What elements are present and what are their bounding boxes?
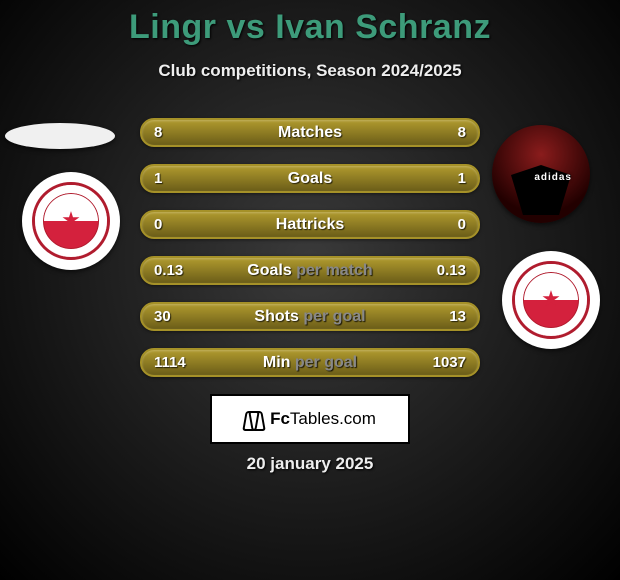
stat-row-goals-per-match: 0.13 Goals per match 0.13 xyxy=(140,256,480,285)
stat-left-value: 8 xyxy=(154,124,190,141)
slavia-praha-crest-icon: ★ xyxy=(512,261,590,339)
vs-text: vs xyxy=(226,8,265,46)
stat-right-value: 1 xyxy=(430,170,466,187)
stat-row-shots-per-goal: 30 Shots per goal 13 xyxy=(140,302,480,331)
stat-label: Shots per goal xyxy=(254,308,365,326)
stat-right-value: 13 xyxy=(430,308,466,325)
kit-brand-label: adidas xyxy=(534,172,572,183)
stat-row-hattricks: 0 Hattricks 0 xyxy=(140,210,480,239)
player1-club-badge: ★ xyxy=(22,172,120,270)
stats-table: 8 Matches 8 1 Goals 1 0 Hattricks 0 0.13… xyxy=(140,118,480,394)
fctables-logo-icon xyxy=(244,409,264,429)
stat-row-matches: 8 Matches 8 xyxy=(140,118,480,147)
stat-left-value: 0 xyxy=(154,216,190,233)
stat-right-value: 8 xyxy=(430,124,466,141)
stat-row-goals: 1 Goals 1 xyxy=(140,164,480,193)
stat-label: Goals per match xyxy=(247,262,372,280)
stat-label: Matches xyxy=(278,124,342,142)
slavia-praha-crest-icon: ★ xyxy=(32,182,110,260)
stat-left-value: 0.13 xyxy=(154,262,190,279)
stat-left-value: 1114 xyxy=(154,354,190,371)
player1-name: Lingr xyxy=(129,8,216,46)
comparison-title: Lingr vs Ivan Schranz xyxy=(0,0,620,47)
stat-left-value: 30 xyxy=(154,308,190,325)
player1-photo xyxy=(5,123,115,149)
player2-club-badge: ★ xyxy=(502,251,600,349)
stat-right-value: 1037 xyxy=(430,354,466,371)
stat-label: Min per goal xyxy=(263,354,357,372)
subtitle: Club competitions, Season 2024/2025 xyxy=(0,61,620,81)
player2-name: Ivan Schranz xyxy=(275,8,491,46)
branding-box: FcTables.com xyxy=(210,394,410,444)
stat-right-value: 0 xyxy=(430,216,466,233)
stat-label: Hattricks xyxy=(276,216,344,234)
branding-text: FcTables.com xyxy=(270,409,376,429)
date-label: 20 january 2025 xyxy=(0,454,620,474)
stat-row-min-per-goal: 1114 Min per goal 1037 xyxy=(140,348,480,377)
stat-label: Goals xyxy=(288,170,332,188)
stat-left-value: 1 xyxy=(154,170,190,187)
stat-right-value: 0.13 xyxy=(430,262,466,279)
